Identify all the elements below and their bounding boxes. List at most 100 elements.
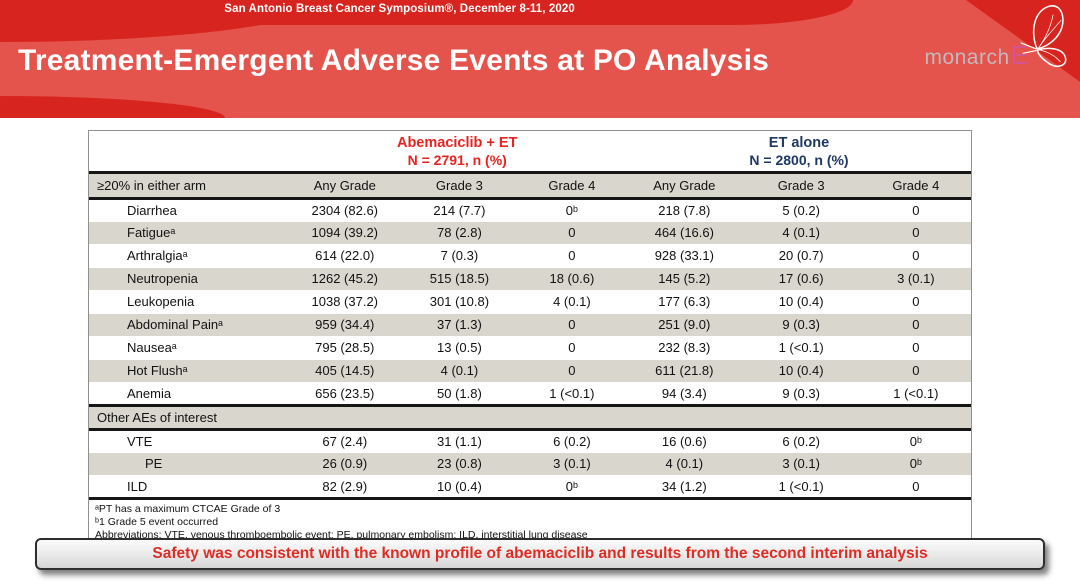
ae-name-cell: Diarrhea (89, 198, 288, 222)
ae-value-cell: 3 (0.1) (860, 267, 971, 291)
ae-value-cell: 795 (28.5) (287, 336, 403, 360)
ae-value-cell: 928 (33.1) (627, 244, 742, 268)
ae-name-cell: Anemia (89, 382, 288, 406)
table-row: Arthralgiaᵃ 614 (22.0) 7 (0.3) 0 928 (33.1) 2… (89, 244, 971, 268)
ae-value-cell: 78 (2.8) (402, 221, 517, 245)
ae-value-cell: 0 (860, 313, 971, 337)
ae-value-cell: 20 (0.7) (741, 244, 861, 268)
ae-value-cell: 5 (0.2) (741, 198, 861, 222)
ae-value-cell: 4 (0.1) (627, 452, 742, 476)
ae-value-cell: 656 (23.5) (287, 382, 403, 406)
ae-value-cell: 0 (860, 290, 971, 314)
et-alone-n: N = 2800, n (%) (749, 151, 849, 168)
column-header-any-grade-2: Any Grade (627, 172, 742, 200)
ae-name-cell: VTE (89, 429, 288, 453)
logo-e-text: E (1010, 40, 1028, 70)
ae-value-cell: 1 (<0.1) (741, 336, 861, 360)
ae-value-cell: 2304 (82.6) (287, 198, 403, 222)
table-row: Leukopenia 1038 (37.2) 301 (10.8) 4 (0.1) 17… (89, 290, 971, 314)
ae-value-cell: 37 (1.3) (402, 313, 517, 337)
ae-value-cell: 0ᵇ (516, 198, 627, 222)
ae-value-cell: 232 (8.3) (627, 336, 742, 360)
et-alone-label: ET alone (768, 135, 830, 151)
ae-value-cell: 214 (7.7) (402, 198, 517, 222)
ae-value-cell: 1 (<0.1) (860, 382, 971, 406)
ae-value-cell: 0 (516, 313, 627, 337)
ae-value-cell: 10 (0.4) (402, 475, 517, 500)
ae-value-cell: 0 (860, 475, 971, 500)
section-header-row: Other AEs of interest (89, 403, 971, 431)
header-bottom-curve (0, 96, 225, 118)
ae-value-cell: 50 (1.8) (402, 382, 517, 406)
header-top-swoosh (0, 0, 854, 25)
ae-value-cell: 3 (0.1) (741, 452, 861, 476)
ae-value-cell: 301 (10.8) (402, 290, 517, 314)
ae-name-cell: Abdominal Painᵃ (89, 313, 288, 337)
ae-value-cell: 0 (516, 336, 627, 360)
ae-value-cell: 34 (1.2) (627, 475, 742, 500)
ae-value-cell: 6 (0.2) (741, 429, 861, 453)
adverse-events-table: Abemaciclib + ET N = 2791, n (%) ET alon… (88, 130, 972, 548)
ae-name-cell: Hot Flushᵃ (89, 359, 288, 383)
column-header-arm: ≥20% in either arm (89, 172, 288, 200)
footnote-a: ᵃPT has a maximum CTCAE Grade of 3 (95, 502, 281, 515)
ae-value-cell: 9 (0.3) (741, 313, 861, 337)
ae-value-cell: 515 (18.5) (402, 267, 517, 291)
page-title: Treatment-Emergent Adverse Events at PO … (18, 44, 769, 77)
ae-value-cell: 9 (0.3) (741, 382, 861, 406)
ae-value-cell: 464 (16.6) (627, 221, 742, 245)
ae-value-cell: 10 (0.4) (741, 290, 861, 314)
ae-value-cell: 17 (0.6) (741, 267, 861, 291)
ae-value-cell: 18 (0.6) (516, 267, 627, 291)
ae-value-cell: 16 (0.6) (627, 429, 742, 453)
ae-name-cell: ILD (89, 475, 288, 500)
ae-value-cell: 23 (0.8) (402, 452, 517, 476)
ae-value-cell: 31 (1.1) (402, 429, 517, 453)
ae-value-cell: 145 (5.2) (627, 267, 742, 291)
ae-value-cell: 0 (860, 221, 971, 245)
symposium-caption: San Antonio Breast Cancer Symposium®, De… (224, 3, 575, 15)
table-row: Neutropenia 1262 (45.2) 515 (18.5) 18 (0.6)… (89, 267, 971, 291)
column-header-grade3-1: Grade 3 (402, 172, 517, 200)
ae-value-cell: 251 (9.0) (627, 313, 742, 337)
ae-value-cell: 26 (0.9) (287, 452, 403, 476)
table-row: Diarrhea 2304 (82.6) 214 (7.7) 0ᵇ 218 (7.8) 5… (89, 198, 971, 222)
table-row: Fatigueᵃ 1094 (39.2) 78 (2.8) 0 464 (16.6) 4 … (89, 221, 971, 245)
table-row: PE 26 (0.9) 23 (0.8) 3 (0.1) 4 (0.1) 3 (0.1) 0… (89, 452, 971, 476)
ae-value-cell: 0 (516, 359, 627, 383)
group-header-abemaciclib: Abemaciclib + ET N = 2791, n (%) (287, 131, 627, 174)
ae-value-cell: 0 (516, 221, 627, 245)
ae-value-cell: 94 (3.4) (627, 382, 742, 406)
ae-value-cell: 13 (0.5) (402, 336, 517, 360)
ae-value-cell: 959 (34.4) (287, 313, 403, 337)
footnote-b: ᵇ1 Grade 5 event occurred (95, 515, 219, 528)
logo-monarch-text: monarch (924, 46, 1010, 69)
table-row: ILD 82 (2.9) 10 (0.4) 0ᵇ 34 (1.2) 1 (<0.1) 0 (89, 475, 971, 500)
ae-value-cell: 0ᵇ (860, 429, 971, 453)
table-row: Abdominal Painᵃ 959 (34.4) 37 (1.3) 0 251 (9… (89, 313, 971, 337)
ae-name-cell: PE (89, 452, 288, 476)
ae-name-cell: Leukopenia (89, 290, 288, 314)
ae-value-cell: 0ᵇ (516, 475, 627, 500)
ae-value-cell: 10 (0.4) (741, 359, 861, 383)
conclusion-text: Safety was consistent with the known pro… (152, 545, 928, 562)
ae-value-cell: 4 (0.1) (741, 221, 861, 245)
abemaciclib-n: N = 2791, n (%) (407, 151, 507, 168)
column-header-grade4-2: Grade 4 (860, 172, 971, 200)
ae-value-cell: 177 (6.3) (627, 290, 742, 314)
butterfly-icon (1020, 5, 1067, 67)
ae-value-cell: 67 (2.4) (287, 429, 403, 453)
column-header-grade4-1: Grade 4 (516, 172, 627, 200)
table-row: Nauseaᵃ 795 (28.5) 13 (0.5) 0 232 (8.3) 1 (<0… (89, 336, 971, 360)
ae-value-cell: 1094 (39.2) (287, 221, 403, 245)
treatment-group-header-row: Abemaciclib + ET N = 2791, n (%) ET alon… (89, 131, 971, 174)
ae-value-cell: 1262 (45.2) (287, 267, 403, 291)
ae-value-cell: 1 (<0.1) (516, 382, 627, 406)
ae-value-cell: 6 (0.2) (516, 429, 627, 453)
ae-value-cell: 4 (0.1) (516, 290, 627, 314)
abemaciclib-label: Abemaciclib + ET (396, 135, 518, 151)
conclusion-banner: Safety was consistent with the known pro… (35, 538, 1045, 570)
monarche-logo: monarch E (924, 40, 1028, 71)
ae-value-cell: 614 (22.0) (287, 244, 403, 268)
